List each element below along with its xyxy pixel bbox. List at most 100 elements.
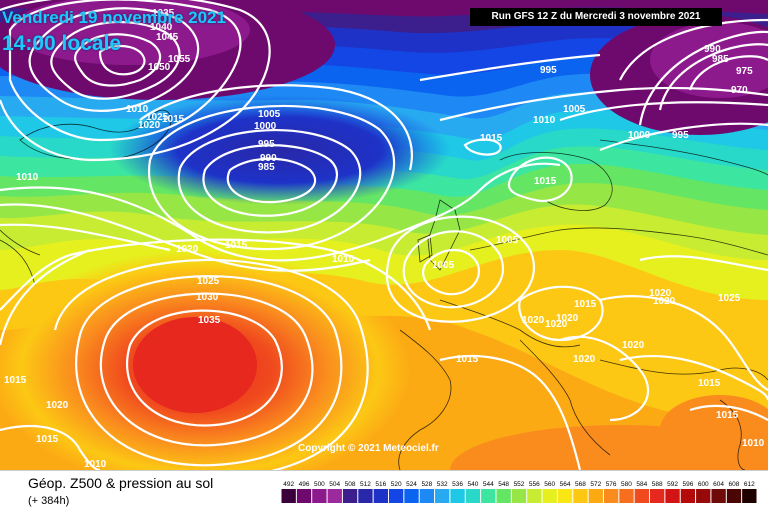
pressure-label: 1005 [563,104,586,115]
legend-tick: 512 [360,481,371,488]
legend-swatch [388,489,404,503]
pressure-label: 1025 [146,112,169,123]
pressure-label: 1010 [533,115,556,126]
legend-swatch [496,489,511,503]
pressure-label: 975 [736,66,753,77]
pressure-label: 1015 [162,114,185,125]
map-canvas: 1035 1040 1045 1050 1055 1010 1020 1025 … [0,0,768,470]
copyright-notice: Copyright © 2021 Meteociel.fr [298,443,439,454]
pressure-label: 990 [260,153,277,164]
legend-tick: 504 [329,481,340,488]
legend-tick: 556 [529,481,540,488]
legend-tick: 572 [590,481,601,488]
pressure-label: 1015 [574,299,597,310]
pressure-label: 1005 [258,109,281,120]
legend-tick: 508 [345,481,356,488]
legend-tick: 608 [729,481,740,488]
legend-tick: 496 [299,481,310,488]
legend-tick: 580 [621,481,632,488]
legend-tick: 520 [391,481,402,488]
pressure-label: 1010 [742,438,765,449]
legend-swatch [742,489,757,503]
pressure-label: 1005 [432,260,455,271]
pressure-label: 1020 [649,288,672,299]
pressure-label: 1000 [628,130,651,141]
legend-swatch [373,489,388,503]
legend-tick: 532 [437,481,448,488]
pressure-label: 1020 [622,340,645,351]
legend-swatch [711,489,726,503]
legend-swatch [696,489,711,503]
pressure-label: 1015 [4,375,27,386]
legend-tick: 500 [314,481,325,488]
legend-tick: 552 [514,481,525,488]
legend-tick: 596 [682,481,693,488]
pressure-label: 990 [704,44,721,55]
legend-tick: 536 [452,481,463,488]
pressure-label: 1015 [534,176,557,187]
legend-tick: 544 [483,481,494,488]
legend-swatch [435,489,450,503]
valid-date: Vendredi 19 novembre 2021 [2,8,226,27]
pressure-label: 1005 [496,235,519,246]
valid-time: 14:00 locale [2,32,122,55]
legend-scale: 492 496 500 504 508 512 516 520 524 528 532 536 540 5… [281,481,757,503]
legend-tick: 600 [698,481,709,488]
pressure-label: 1020 [176,244,199,255]
legend-swatch [358,489,373,503]
legend-swatch [619,489,634,503]
legend-swatch [450,489,465,503]
pressure-label: 1040 [150,22,173,33]
pressure-label: 1035 [198,315,221,326]
legend-swatch [465,489,481,503]
pressure-label: 1035 [152,8,175,19]
geopotential-field [0,0,768,470]
legend-swatch [281,489,296,503]
legend-tick: 560 [544,481,555,488]
legend-tick: 612 [744,481,755,488]
run-info: Run GFS 12 Z du Mercredi 3 novembre 2021 [470,8,722,26]
pressure-label: 985 [258,162,275,173]
pressure-label: 995 [672,130,689,141]
pressure-label: 1010 [16,172,39,183]
isobars [0,0,768,470]
legend-swatch [542,489,557,503]
legend-tick: 528 [421,481,432,488]
legend-tick: 592 [667,481,678,488]
pressure-label: 1025 [718,293,741,304]
pressure-label: 1010 [332,254,355,265]
forecast-range: (+ 384h) [28,495,70,507]
pressure-label: 1015 [698,378,721,389]
pressure-label: 1020 [653,296,676,307]
pressure-label: 995 [540,65,557,76]
pressure-label: 1015 [36,434,59,445]
pressure-labels: 1035 1040 1045 1050 1055 1010 1020 1025 … [4,8,765,470]
legend-tick: 492 [283,481,294,488]
legend-tick: 516 [375,481,386,488]
pressure-label: 1020 [545,319,568,330]
pressure-label: 985 [712,54,729,65]
legend-swatch [665,489,680,503]
legend-tick: 540 [468,481,479,488]
pressure-label: 1010 [84,459,107,470]
legend-swatch [650,489,665,503]
pressure-label: 995 [258,139,275,150]
map-title: Géop. Z500 & pression au sol [28,475,214,491]
pressure-label: 1000 [254,121,277,132]
legend-swatch [634,489,650,503]
legend-tick: 604 [713,481,724,488]
pressure-label: 1055 [168,54,191,65]
legend-swatch [327,489,342,503]
pressure-label: 1025 [197,276,220,287]
legend-swatch [312,489,327,503]
legend-tick: 576 [606,481,617,488]
pressure-label: 1050 [148,62,171,73]
legend-swatch [557,489,573,503]
pressure-label: 1020 [522,315,545,326]
legend-tick: 568 [575,481,586,488]
legend-swatch [296,489,312,503]
legend-tick: 588 [652,481,663,488]
legend-tick: 564 [560,481,571,488]
pressure-label: 1020 [556,313,579,324]
